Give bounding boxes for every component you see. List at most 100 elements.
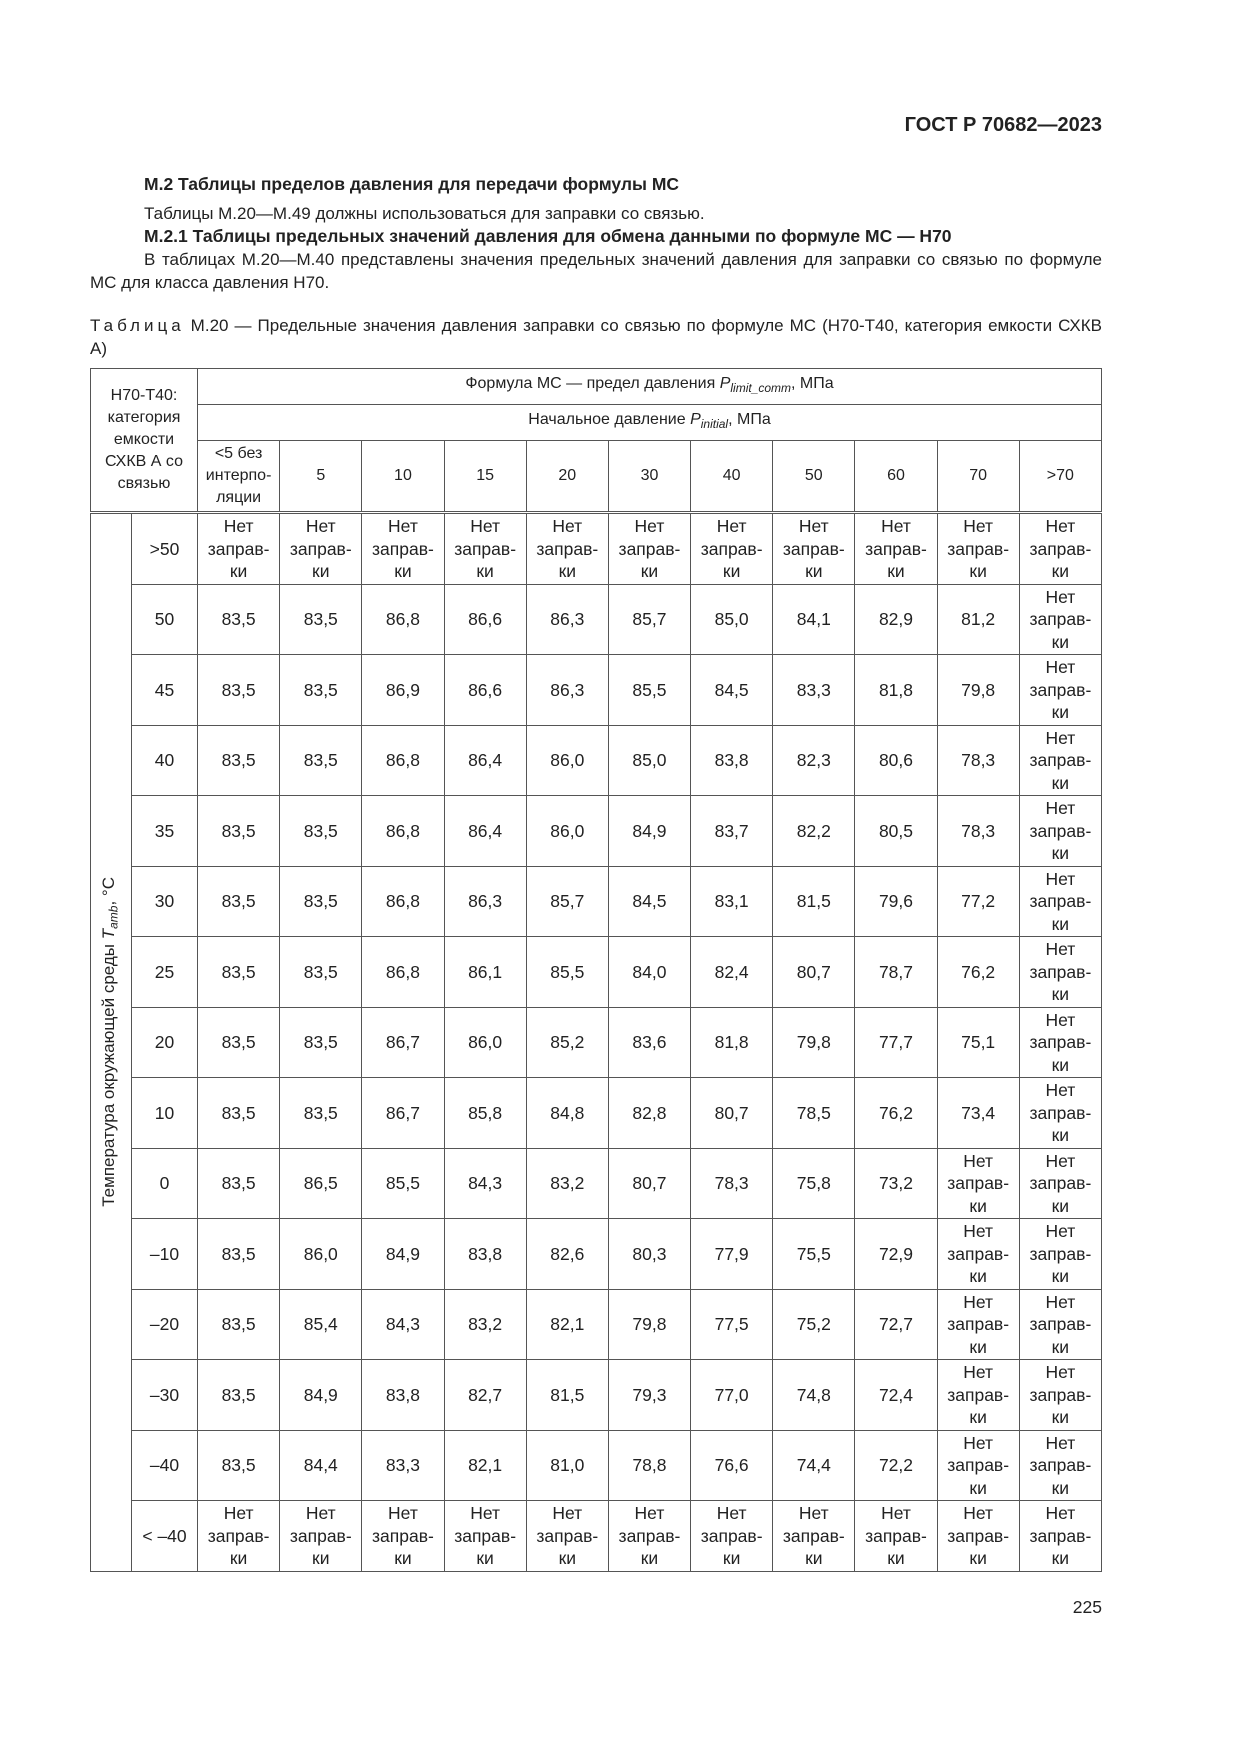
- column-header: >70: [1018, 440, 1103, 513]
- pressure-cell: Нет заправ-ки: [1018, 1006, 1103, 1078]
- pressure-cell: 84,5: [690, 654, 774, 726]
- pressure-cell: 82,1: [525, 1288, 609, 1360]
- pressure-cell: 85,7: [525, 865, 609, 937]
- section-heading: М.2 Таблицы пределов давления для переда…: [144, 174, 680, 194]
- pressure-cell: 83,5: [197, 724, 281, 796]
- temperature-cell: 0: [130, 1147, 199, 1219]
- pressure-cell: 86,0: [525, 795, 609, 867]
- pressure-cell: 86,3: [525, 654, 609, 726]
- header-initial-pressure: Начальное давление Pinitial, МПа: [197, 404, 1102, 441]
- column-header: 10: [361, 440, 445, 513]
- paragraph-description: В таблицах М.20—М.40 представлены значен…: [90, 250, 1102, 292]
- pressure-cell: 85,4: [279, 1288, 363, 1360]
- pressure-cell: Нет заправ-ки: [1018, 795, 1103, 867]
- pressure-cell: 83,8: [690, 724, 774, 796]
- pressure-cell: 83,5: [197, 1006, 281, 1078]
- table-row: 30 83,5 83,5 86,8 86,3 85,7 84,5 83,1 81,5 79,6 77…: [91, 865, 1103, 937]
- pressure-cell: 85,7: [607, 583, 692, 655]
- temperature-cell: >50: [130, 511, 199, 585]
- temperature-cell: –40: [130, 1429, 199, 1501]
- temperature-cell: –10: [130, 1218, 199, 1290]
- pressure-cell: 76,2: [854, 1077, 938, 1149]
- table-row: < –40 Нет заправ-ки Нет заправ-ки Нет запра…: [91, 1500, 1103, 1572]
- table-row: 25 83,5 83,5 86,8 86,1 85,5 84,0 82,4 80,7 78,7 76…: [91, 936, 1103, 1008]
- pressure-cell: 86,8: [361, 795, 445, 867]
- pressure-cell: 74,8: [772, 1359, 856, 1431]
- pressure-cell: Нет заправ-ки: [936, 511, 1020, 585]
- pressure-cell: 75,1: [936, 1006, 1020, 1078]
- temperature-cell: 10: [130, 1077, 199, 1149]
- caption-text: М.20 — Предельные значения давления запр…: [90, 316, 1102, 358]
- pressure-cell: 83,5: [197, 936, 281, 1008]
- pressure-cell: 86,0: [279, 1218, 363, 1290]
- pressure-cell: Нет заправ-ки: [1018, 511, 1103, 585]
- pressure-cell: 72,2: [854, 1429, 938, 1501]
- pressure-cell: 85,5: [361, 1147, 445, 1219]
- pressure-cell: 83,5: [197, 795, 281, 867]
- pressure-cell: 86,0: [443, 1006, 527, 1078]
- pressure-cell: 86,6: [443, 583, 527, 655]
- pressure-cell: 80,7: [607, 1147, 692, 1219]
- pressure-cell: 83,5: [197, 1077, 281, 1149]
- pressure-cell: Нет заправ-ки: [772, 1500, 856, 1572]
- pressure-cell: 78,8: [607, 1429, 692, 1501]
- pressure-cell: 86,7: [361, 1077, 445, 1149]
- temperature-cell: < –40: [130, 1500, 199, 1572]
- header-symbol: P: [719, 375, 731, 393]
- pressure-cell: 83,3: [361, 1429, 445, 1501]
- pressure-cell: 86,9: [361, 654, 445, 726]
- pressure-cell: 82,2: [772, 795, 856, 867]
- pressure-cell: 72,9: [854, 1218, 938, 1290]
- pressure-cell: 84,1: [772, 583, 856, 655]
- pressure-cell: 86,8: [361, 724, 445, 796]
- pressure-cell: 82,8: [607, 1077, 692, 1149]
- pressure-cell: 77,5: [690, 1288, 774, 1360]
- pressure-cell: Нет заправ-ки: [854, 1500, 938, 1572]
- pressure-cell: 84,9: [361, 1218, 445, 1290]
- pressure-cell: Нет заправ-ки: [443, 1500, 527, 1572]
- header-text: Формула МС — предел давления: [465, 375, 720, 393]
- pressure-cell: 78,3: [690, 1147, 774, 1219]
- pressure-cell: 77,7: [854, 1006, 938, 1078]
- pressure-cell: 82,7: [443, 1359, 527, 1431]
- table-row: –20 83,5 85,4 84,3 83,2 82,1 79,8 77,5 75,2 72,7 Н…: [91, 1288, 1103, 1360]
- pressure-cell: Нет заправ-ки: [279, 1500, 363, 1572]
- pressure-cell: 83,7: [690, 795, 774, 867]
- temperature-cell: 20: [130, 1006, 199, 1078]
- temperature-cell: 30: [130, 865, 199, 937]
- pressure-cell: 83,5: [197, 1218, 281, 1290]
- temperature-cell: 40: [130, 724, 199, 796]
- temperature-cell: –30: [130, 1359, 199, 1431]
- pressure-cell: 76,2: [936, 936, 1020, 1008]
- column-header: 60: [854, 440, 938, 513]
- pressure-cell: 79,8: [607, 1288, 692, 1360]
- pressure-cell: 83,8: [443, 1218, 527, 1290]
- header-unit: , МПа: [791, 375, 834, 393]
- axis-text: Температура окружающей среды: [98, 939, 118, 1208]
- column-header: 15: [443, 440, 527, 513]
- pressure-cell: Нет заправ-ки: [1018, 1077, 1103, 1149]
- pressure-cell: Нет заправ-ки: [1018, 724, 1103, 796]
- header-text: Начальное давление: [528, 411, 691, 429]
- pressure-cell: Нет заправ-ки: [279, 511, 363, 585]
- table-row: 10 83,5 83,5 86,7 85,8 84,8 82,8 80,7 78,5 76,2 73…: [91, 1077, 1103, 1149]
- pressure-cell: 83,2: [443, 1288, 527, 1360]
- pressure-cell: 83,5: [197, 1288, 281, 1360]
- pressure-cell: 80,7: [690, 1077, 774, 1149]
- pressure-cell: 86,3: [443, 865, 527, 937]
- pressure-cell: 83,5: [279, 654, 363, 726]
- pressure-cell: 84,9: [607, 795, 692, 867]
- pressure-cell: 83,5: [279, 795, 363, 867]
- table-row: Температура окружающей среды Tamb, °С >50…: [90, 511, 1103, 1572]
- column-header: 5: [279, 440, 363, 513]
- axis-unit: , °С: [98, 877, 118, 906]
- pressure-cell: 83,5: [197, 1429, 281, 1501]
- header-subscript: limit_comm: [730, 381, 792, 396]
- pressure-cell: Нет заправ-ки: [1018, 1147, 1103, 1219]
- pressure-cell: Нет заправ-ки: [1018, 654, 1103, 726]
- column-header: 20: [525, 440, 609, 513]
- header-subscript: initial: [700, 417, 729, 432]
- pressure-cell: 84,3: [443, 1147, 527, 1219]
- pressure-cell: 81,5: [525, 1359, 609, 1431]
- pressure-cell: Нет заправ-ки: [197, 1500, 281, 1572]
